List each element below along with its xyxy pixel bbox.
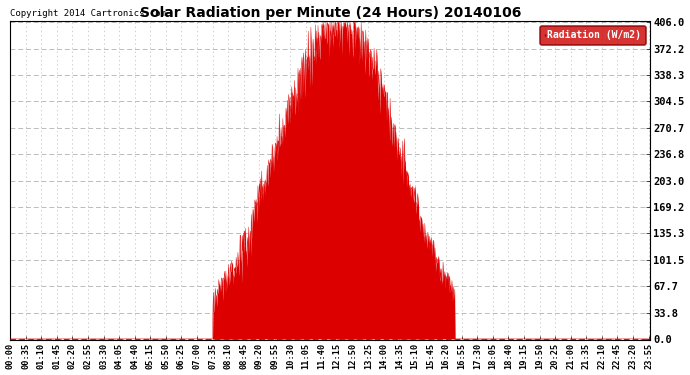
Title: Solar Radiation per Minute (24 Hours) 20140106: Solar Radiation per Minute (24 Hours) 20… [139, 6, 521, 20]
Text: Copyright 2014 Cartronics.com: Copyright 2014 Cartronics.com [10, 9, 166, 18]
Legend: Radiation (W/m2): Radiation (W/m2) [540, 26, 646, 45]
